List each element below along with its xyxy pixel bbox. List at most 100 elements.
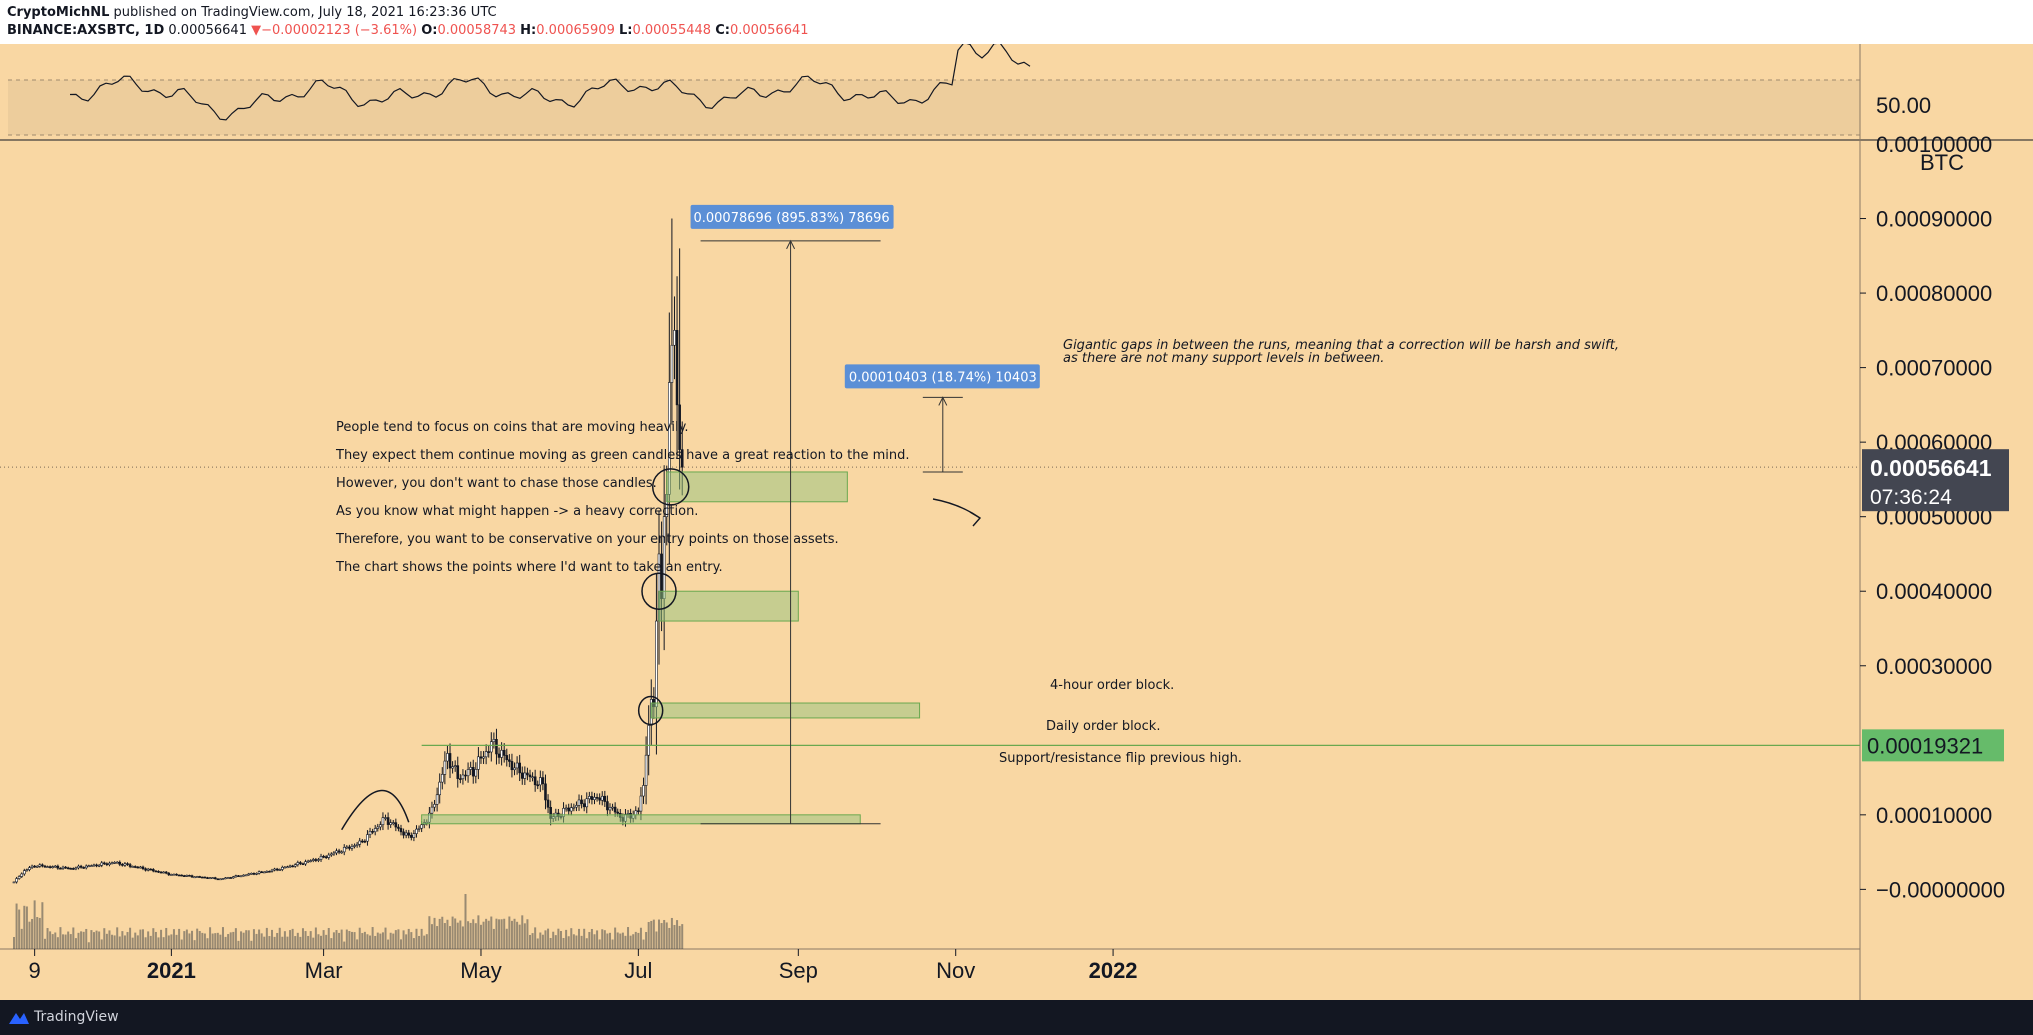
candle-body <box>402 831 405 836</box>
candle-body <box>673 330 676 346</box>
candle-body <box>536 784 540 787</box>
candle-body <box>133 866 137 868</box>
volume-bar <box>301 928 304 949</box>
candle-body <box>87 865 91 868</box>
candle-body <box>188 875 191 877</box>
candle-body <box>232 876 235 879</box>
candle-body <box>477 756 480 770</box>
candle-body <box>275 868 279 871</box>
volume-bar <box>260 933 263 949</box>
candle-body <box>74 867 78 870</box>
candle-body <box>386 817 390 825</box>
candle-body <box>123 863 127 866</box>
volume-bar <box>485 918 488 949</box>
volume-bar <box>467 921 470 949</box>
candle-body <box>412 833 416 838</box>
candle-body <box>84 865 88 869</box>
volume-bar <box>358 927 361 949</box>
volume-bar <box>276 932 279 949</box>
volume-bar <box>423 935 426 949</box>
candle-body <box>229 877 233 879</box>
candle-body <box>508 759 511 762</box>
volume-bar <box>405 934 408 949</box>
volume-bar <box>407 928 410 949</box>
candle-body <box>608 807 612 811</box>
volume-bar <box>123 935 126 949</box>
volume-bar <box>420 928 423 949</box>
volume-bar <box>281 936 284 949</box>
volume-bar <box>196 928 199 949</box>
volume-bar <box>278 927 281 949</box>
candle-body <box>30 865 34 868</box>
candle-body <box>404 832 408 836</box>
volume-bar <box>634 931 637 949</box>
candle-body <box>182 875 186 877</box>
candle-body <box>162 871 165 874</box>
candle-body <box>193 876 196 879</box>
candle-body <box>113 862 116 864</box>
candle-body <box>201 876 204 879</box>
volume-bar <box>142 929 144 949</box>
volume-bar <box>31 918 34 949</box>
volume-bar <box>461 926 464 949</box>
candle-body <box>569 807 573 812</box>
volume-bar <box>376 932 379 949</box>
candle-body <box>637 810 640 813</box>
volume-bar <box>36 917 39 949</box>
volume-bar <box>64 934 67 949</box>
volume-bar <box>286 936 289 949</box>
candle-body <box>582 803 586 808</box>
volume-bar <box>518 924 521 949</box>
open-label: O: <box>421 23 438 38</box>
volume-bar <box>549 937 552 949</box>
volume-bar <box>652 919 655 949</box>
volume-bar <box>415 928 418 949</box>
candle-body <box>95 864 98 867</box>
candle-body <box>461 774 465 780</box>
volume-bar <box>152 928 155 949</box>
volume-bar <box>608 932 611 949</box>
candle-body <box>270 869 274 872</box>
publish-line: CryptoMichNL published on TradingView.co… <box>7 5 497 20</box>
candle-body <box>59 867 62 870</box>
volume-bar <box>479 924 482 949</box>
author-name[interactable]: CryptoMichNL <box>7 5 110 20</box>
volume-bar <box>312 937 315 949</box>
volume-bar <box>487 920 490 949</box>
volume-bar <box>547 928 550 949</box>
volume-bar <box>572 934 575 949</box>
candle-body <box>28 867 31 870</box>
rsi-axis-label: 50.00 <box>1876 93 1931 118</box>
volume-bar <box>449 926 452 949</box>
volume-bar <box>570 928 573 949</box>
ohlc-line: BINANCE:AXSBTC, 1D 0.00056641 ▼−0.000021… <box>7 23 809 38</box>
volume-bar <box>227 934 230 949</box>
volume-bar <box>209 927 212 949</box>
volume-bar <box>338 932 341 949</box>
price-chart[interactable]: 0.000900000.000800000.000700000.00060000… <box>0 44 2033 1000</box>
volume-bar <box>585 938 588 949</box>
candle-body <box>48 866 52 868</box>
volume-bar <box>74 938 77 949</box>
candle-body <box>360 840 364 843</box>
volume-bar <box>580 935 583 949</box>
volume-bar <box>240 931 243 949</box>
tradingview-brand[interactable]: TradingView <box>34 1009 119 1025</box>
volume-bar <box>172 929 175 949</box>
volume-bar <box>619 933 622 949</box>
volume-bar <box>59 927 62 949</box>
volume-bar <box>98 931 101 949</box>
volume-bar <box>296 932 299 949</box>
volume-bar <box>523 923 526 949</box>
measure-arrow-icon <box>938 396 948 406</box>
volume-bar <box>258 929 261 949</box>
tradingview-logo-icon[interactable] <box>8 1009 30 1029</box>
candle-body <box>167 872 171 876</box>
high-label: H: <box>520 23 537 38</box>
candle-body <box>252 873 256 875</box>
candle-body <box>443 760 447 775</box>
volume-bar <box>283 931 286 949</box>
candle-body <box>451 766 454 769</box>
volume-bar <box>178 928 181 949</box>
volume-bar <box>350 931 353 949</box>
